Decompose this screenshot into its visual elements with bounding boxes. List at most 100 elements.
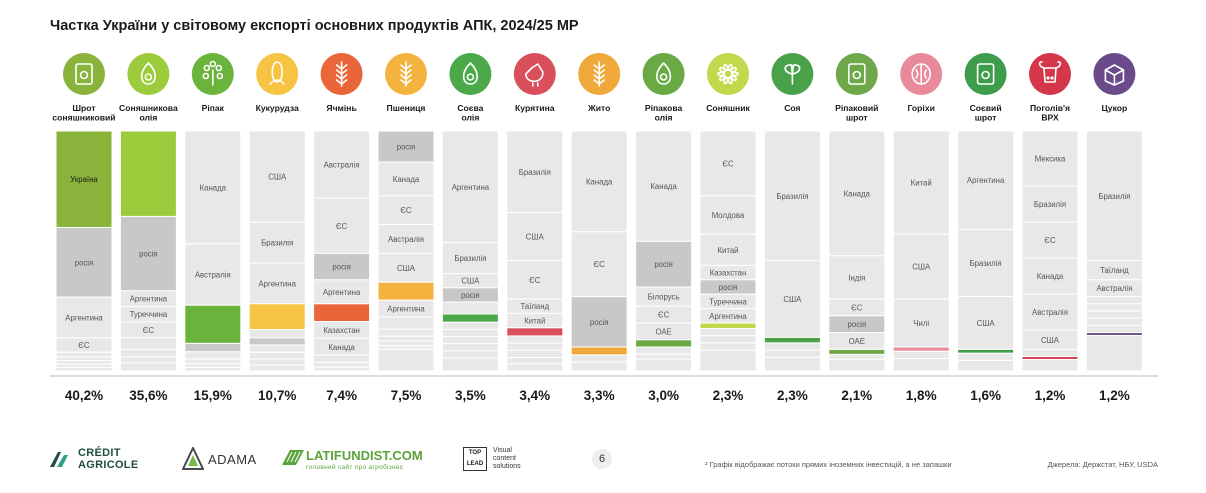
segment-label: США	[1041, 336, 1060, 345]
segment-label: Китай	[911, 179, 932, 188]
category-column: Жито Канада ЄС росія 3,3%	[570, 53, 628, 403]
stacked-share-chart: Шрот соняшниковий Україна росія Аргентина ЄС 4…	[50, 53, 1158, 403]
bar-segment	[1085, 303, 1143, 312]
bar-segment	[441, 357, 499, 372]
icon-background	[964, 53, 1007, 95]
segment-label: Австралія	[1032, 308, 1068, 317]
credit-agricole-mark-icon	[50, 452, 68, 467]
bar-segment	[1021, 221, 1079, 259]
category-column: Шрот соняшниковий Україна росія Аргентина ЄС 4…	[52, 53, 116, 403]
latifundist-subtitle: головний сайт про агробізнес	[306, 464, 404, 471]
bar-segment	[1021, 130, 1079, 187]
chart-title: Частка України у світовому експорті осно…	[50, 18, 579, 34]
bar-segment	[313, 354, 371, 363]
segment-label: росія	[397, 143, 416, 152]
category-column: Цукор Бразилія Таїланд Австралія 1,2%	[1085, 53, 1143, 403]
bar-segment	[248, 337, 306, 346]
bar-segment	[699, 328, 757, 337]
category-label: Курятина	[515, 103, 555, 113]
bar-segment	[699, 349, 757, 372]
bar-segment	[55, 351, 113, 358]
segment-label: Таїланд	[520, 302, 549, 311]
corn-icon	[256, 53, 299, 95]
bar-segment	[377, 161, 435, 197]
bar-segment	[248, 303, 306, 330]
category-column: Курятина Бразилія США ЄС Таїланд Китай 3,4%	[506, 53, 564, 403]
latifundist-logo: LATIFUNDIST.COM головний сайт про агробі…	[282, 448, 432, 474]
segment-label: ЄС	[400, 206, 412, 215]
category-label: Соєва олія	[457, 103, 483, 123]
bar-segment	[699, 195, 757, 235]
segment-label: США	[461, 277, 480, 286]
bar-segment	[441, 336, 499, 345]
category-label: Ріпакова олія	[645, 103, 683, 123]
bar-segment	[1085, 317, 1143, 326]
bar-segment	[441, 321, 499, 330]
value-label: 1,8%	[906, 388, 937, 403]
value-label: 15,9%	[194, 388, 232, 403]
segment-label: Австралія	[195, 271, 231, 280]
bar-segment	[248, 262, 306, 305]
bar-segment	[377, 316, 435, 330]
bar-segment	[55, 366, 113, 372]
segment-label: США	[977, 319, 996, 328]
value-label: 2,1%	[841, 388, 872, 403]
segment-label: Бразилія	[1034, 200, 1066, 209]
bar-segment	[699, 335, 757, 344]
category-column: Соєва олія Аргентина Бразилія США росія 3,5%	[441, 53, 499, 403]
segment-label: ЄС	[336, 222, 348, 231]
category-column: Ячмінь Австралія ЄС росія Аргентина Казахстан…	[313, 53, 371, 403]
credit-agricole-line2: AGRICOLE	[78, 459, 139, 471]
bar-segment	[506, 357, 564, 365]
bar-segment	[1021, 348, 1079, 358]
toplead-logo: TOP LEAD Visual content solutions	[463, 447, 543, 473]
category-column: Соняшник ЄС Молдова Китай Казахстан росія Туре…	[699, 53, 757, 403]
segment-label: Бразилія	[454, 254, 486, 263]
bar-segment	[248, 328, 306, 339]
segment-label: ЄС	[529, 276, 541, 285]
bar-segment	[184, 243, 242, 306]
segment-label: росія	[139, 250, 158, 259]
bar-segment	[441, 130, 499, 244]
segment-label: Бразилія	[970, 259, 1002, 268]
soybean-meal-bag-icon	[964, 53, 1007, 95]
bar-segment	[248, 364, 306, 372]
bar-segment	[1021, 358, 1079, 372]
icon-background	[1029, 53, 1071, 95]
segment-label: США	[268, 173, 287, 182]
category-label: Ріпаковий шрот	[835, 103, 878, 123]
segment-label: Бразилія	[776, 192, 808, 201]
category-label: Соняшникова олія	[119, 103, 178, 123]
bar-segment	[506, 363, 564, 372]
segment-label: Мексика	[1035, 155, 1066, 164]
category-label: Жито	[587, 103, 610, 113]
segment-label: ОАЕ	[849, 337, 865, 346]
bar-segment	[248, 344, 306, 353]
segment-label: Аргентина	[130, 295, 168, 304]
bar-segment	[635, 339, 693, 348]
bar-segment	[506, 327, 564, 337]
category-label: Поголів'я ВРХ	[1030, 103, 1070, 123]
bar-segment	[184, 363, 242, 368]
rapeseed-meal-bag-icon	[835, 53, 878, 95]
category-label: Цукор	[1102, 103, 1128, 113]
segment-label: Таїланд	[1100, 266, 1129, 275]
bar-segment	[377, 335, 435, 342]
bar-segment	[248, 358, 306, 366]
bar-segment	[313, 366, 371, 372]
category-column: Ріпакова олія Канада росія Білорусь ЄС ОАЕ 3,0%	[635, 53, 693, 403]
bar-segment	[957, 352, 1015, 361]
category-label: Ріпак	[202, 103, 225, 113]
value-label: 3,3%	[584, 388, 615, 403]
category-column: Соя Бразилія США 2,3%	[763, 53, 821, 403]
bar-segment	[441, 301, 499, 315]
rapeseed-icon	[191, 53, 234, 95]
segment-label: Молдова	[712, 211, 745, 220]
bar-segment	[119, 215, 177, 292]
bar-segment	[1021, 293, 1079, 331]
bar-segment	[699, 130, 757, 197]
segment-label: Казахстан	[710, 269, 747, 278]
segment-label: Туреччина	[130, 310, 168, 319]
bar-segment	[570, 130, 628, 233]
bar-segment	[570, 361, 628, 372]
